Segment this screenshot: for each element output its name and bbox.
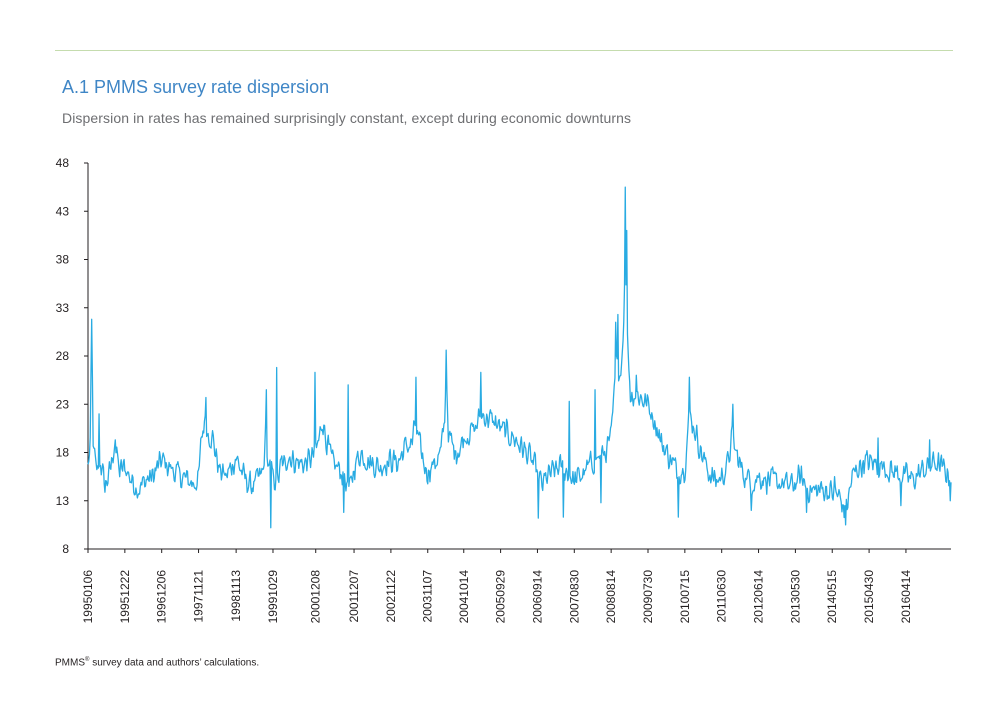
x-tick-label: 20021122 [384,570,398,623]
y-tick-label: 18 [56,446,70,460]
registered-mark: ® [85,657,90,663]
x-tick-label: 20130530 [788,570,802,624]
x-tick-label: 19991029 [266,570,280,624]
x-tick-label: 19951222 [118,570,132,624]
header-rule [55,50,953,51]
x-tick-label: 20160414 [899,570,913,624]
x-tick-label: 20031107 [421,570,435,623]
y-tick-label: 43 [56,204,70,218]
y-tick-label: 28 [56,349,70,363]
x-tick-label: 19950106 [81,570,95,624]
dispersion-series-line [87,186,952,529]
y-tick-label: 23 [56,397,70,411]
x-tick-label: 20090730 [641,570,655,624]
y-tick-label: 38 [56,253,70,267]
y-tick-label: 13 [56,494,70,508]
x-tick-label: 20080814 [604,570,618,624]
y-tick-label: 8 [62,542,69,556]
y-axis: 8 13 18 23 28 33 38 43 48 [56,156,89,556]
x-tick-label: 20140515 [825,570,839,624]
x-tick-label: 20050929 [494,570,508,624]
x-tick-label: 20070830 [567,570,581,624]
x-tick-label: 20110630 [715,570,729,623]
x-tick-label: 20060914 [531,570,545,624]
source-suffix: survey data and authors’ calculations. [89,657,260,669]
x-tick-label: 19961206 [155,570,169,624]
x-tick-label: 20011207 [347,570,361,623]
x-tick-label: 19971121 [192,570,206,623]
x-tick-label: 19981113 [229,570,243,622]
chart-title: A.1 PMMS survey rate dispersion [62,77,330,97]
x-axis: 19950106 19951222 19961206 19971121 19981113… [81,548,951,624]
x-tick-label: 20041014 [457,570,471,624]
y-tick-label: 48 [56,156,70,170]
x-tick-label: 20120614 [752,570,766,624]
y-tick-label: 33 [56,301,70,315]
x-tick-label: 20100715 [678,570,692,624]
x-tick-label: 20001208 [309,570,323,624]
source-prefix: PMMS [55,657,85,669]
source-note: PMMS® survey data and authors’ calculati… [55,657,259,668]
chart-subtitle: Dispersion in rates has remained surpris… [62,110,632,126]
x-tick-label: 20150430 [862,570,876,624]
